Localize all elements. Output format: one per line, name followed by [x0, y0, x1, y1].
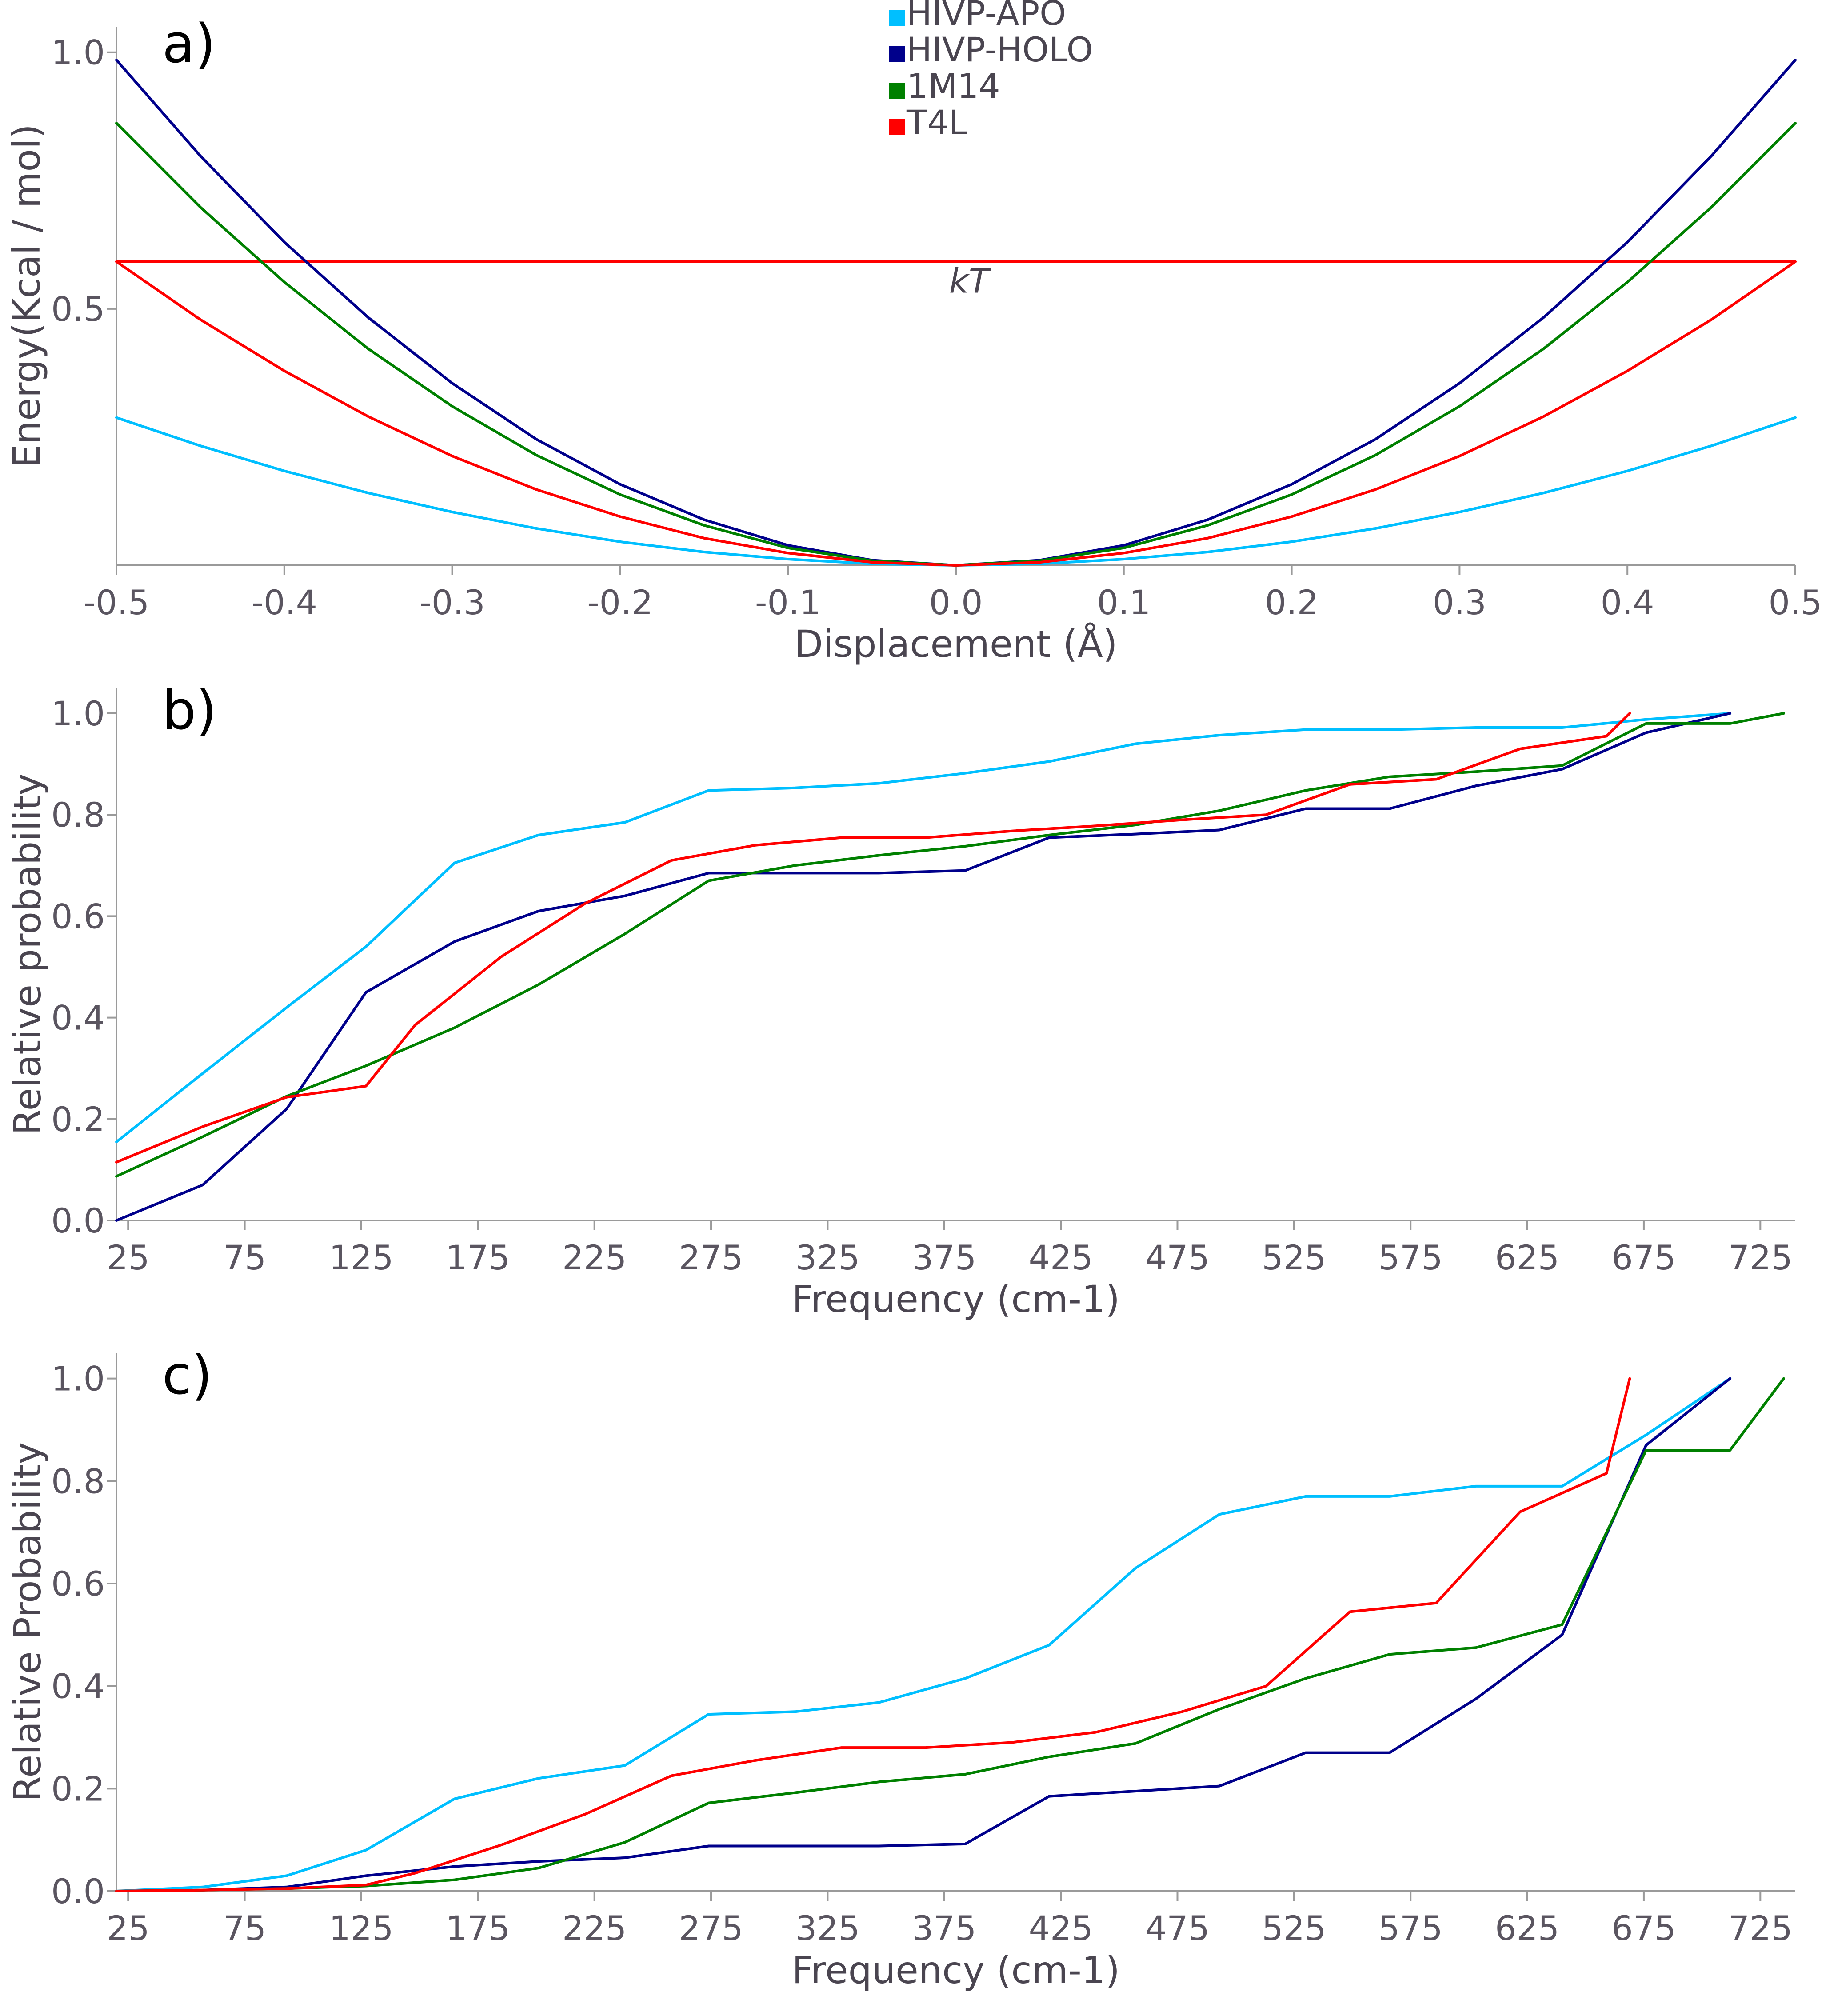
x-tick-label: 425 — [1029, 1238, 1093, 1277]
legend-label-hivp-apo: HIVP-APO — [907, 0, 1066, 33]
y-tick-label: 0.8 — [51, 1461, 105, 1501]
series-line-hivp-holo — [115, 1377, 1732, 1892]
x-tick-label: 125 — [329, 1238, 393, 1277]
kt-label: kT — [949, 261, 992, 301]
y-axis-title: Relative Probability — [6, 1442, 49, 1802]
x-tick-label: 0.5 — [1769, 583, 1822, 622]
y-tick-label: 1.0 — [51, 694, 105, 733]
series-line-t4l — [115, 712, 1631, 1164]
panel-label: c) — [162, 1345, 212, 1407]
series-line-hivp-apo — [115, 416, 1797, 567]
legend-label-hivp-holo: HIVP-HOLO — [907, 30, 1093, 69]
x-tick-label: 75 — [223, 1238, 266, 1277]
probability-chart-b: 25 75 125 175 225 275 325 375 425 475 525 575 625 675… — [6, 680, 1795, 1321]
y-tick-label: 1.0 — [51, 33, 105, 72]
y-tick-label: 0.0 — [51, 1201, 105, 1240]
y-tick-label: 0.8 — [51, 795, 105, 835]
y-tick-label: 0.6 — [51, 1564, 105, 1604]
x-tick-label: 425 — [1029, 1908, 1093, 1948]
x-axis-title: Displacement (Å) — [794, 622, 1117, 666]
panel-label: b) — [162, 680, 217, 742]
probability-chart-c: 25 75 125 175 225 275 325 375 425 475 525 575 625 675… — [6, 1345, 1795, 1992]
legend-swatch-hivp-apo — [889, 10, 905, 26]
x-tick-label: 375 — [912, 1238, 976, 1277]
x-tick-label: 225 — [562, 1908, 627, 1948]
y-axis-title: Relative probability — [6, 773, 49, 1135]
x-tick-label: 0.4 — [1601, 583, 1654, 622]
series-line-1m14 — [115, 122, 1797, 567]
x-tick-label: -0.3 — [419, 583, 485, 622]
x-tick-label: 475 — [1145, 1238, 1210, 1277]
y-tick-label: 0.4 — [51, 1667, 105, 1706]
x-tick-label: 575 — [1378, 1238, 1443, 1277]
x-axis-title: Frequency (cm-1) — [792, 1948, 1120, 1992]
y-tick-label: 1.0 — [51, 1359, 105, 1399]
x-tick-label: 525 — [1262, 1908, 1326, 1948]
x-tick-label: 675 — [1611, 1238, 1676, 1277]
y-axis-title: Energy(Kcal / mol) — [5, 124, 48, 468]
x-tick-label: 0.1 — [1097, 583, 1151, 622]
x-tick-label: 0.0 — [929, 583, 983, 622]
y-tick-label: 0.6 — [51, 896, 105, 936]
y-tick-label: 0.0 — [51, 1872, 105, 1911]
x-tick-label: -0.1 — [755, 583, 821, 622]
energy-chart: -0.5 -0.4 -0.3 -0.2 -0.1 0.0 0.1 0.2 0.3 0.4 0.5 0.… — [5, 13, 1822, 666]
series-line-hivp-apo — [115, 712, 1732, 1144]
x-tick-label: 225 — [562, 1238, 627, 1277]
x-axis-title: Frequency (cm-1) — [792, 1277, 1120, 1321]
x-tick-label: 25 — [107, 1908, 150, 1948]
series-line-hivp-apo — [115, 1377, 1732, 1892]
series-line-1m14 — [115, 712, 1785, 1178]
x-tick-label: 175 — [446, 1238, 510, 1277]
x-tick-label: 375 — [912, 1908, 976, 1948]
legend-label-1m14: 1M14 — [907, 66, 1000, 106]
x-tick-label: -0.2 — [587, 583, 653, 622]
x-tick-label: 625 — [1495, 1238, 1559, 1277]
x-tick-label: 125 — [329, 1908, 393, 1948]
x-tick-label: -0.4 — [252, 583, 317, 622]
x-tick-label: 325 — [795, 1238, 860, 1277]
y-tick-label: 0.4 — [51, 998, 105, 1038]
x-tick-label: 575 — [1378, 1908, 1443, 1948]
x-tick-label: 725 — [1728, 1238, 1793, 1277]
x-tick-label: 325 — [795, 1908, 860, 1948]
x-tick-label: 25 — [107, 1238, 150, 1277]
legend-swatch-t4l — [889, 119, 905, 135]
x-tick-label: 0.2 — [1265, 583, 1319, 622]
x-tick-label: 625 — [1495, 1908, 1559, 1948]
series-line-t4l — [115, 1377, 1631, 1892]
x-tick-label: 275 — [679, 1908, 743, 1948]
x-tick-label: 525 — [1262, 1238, 1326, 1277]
x-tick-label: 75 — [223, 1908, 266, 1948]
legend-swatch-1m14 — [889, 83, 905, 99]
panel-label: a) — [162, 13, 216, 75]
x-tick-label: 475 — [1145, 1908, 1210, 1948]
y-tick-label: 0.2 — [51, 1100, 105, 1139]
x-tick-label: 675 — [1611, 1908, 1676, 1948]
x-tick-label: 275 — [679, 1238, 743, 1277]
y-tick-label: 0.5 — [51, 289, 105, 329]
y-tick-label: 0.2 — [51, 1769, 105, 1808]
series-line-t4l — [115, 260, 1797, 567]
x-tick-label: -0.5 — [84, 583, 149, 622]
legend-swatch-hivp-holo — [889, 46, 905, 62]
series-line-1m14 — [115, 1377, 1785, 1892]
legend-label-t4l: T4L — [906, 103, 967, 142]
x-tick-label: 0.3 — [1433, 583, 1486, 622]
x-tick-label: 725 — [1728, 1908, 1793, 1948]
series-line-hivp-holo — [115, 712, 1732, 1222]
x-tick-label: 175 — [446, 1908, 510, 1948]
